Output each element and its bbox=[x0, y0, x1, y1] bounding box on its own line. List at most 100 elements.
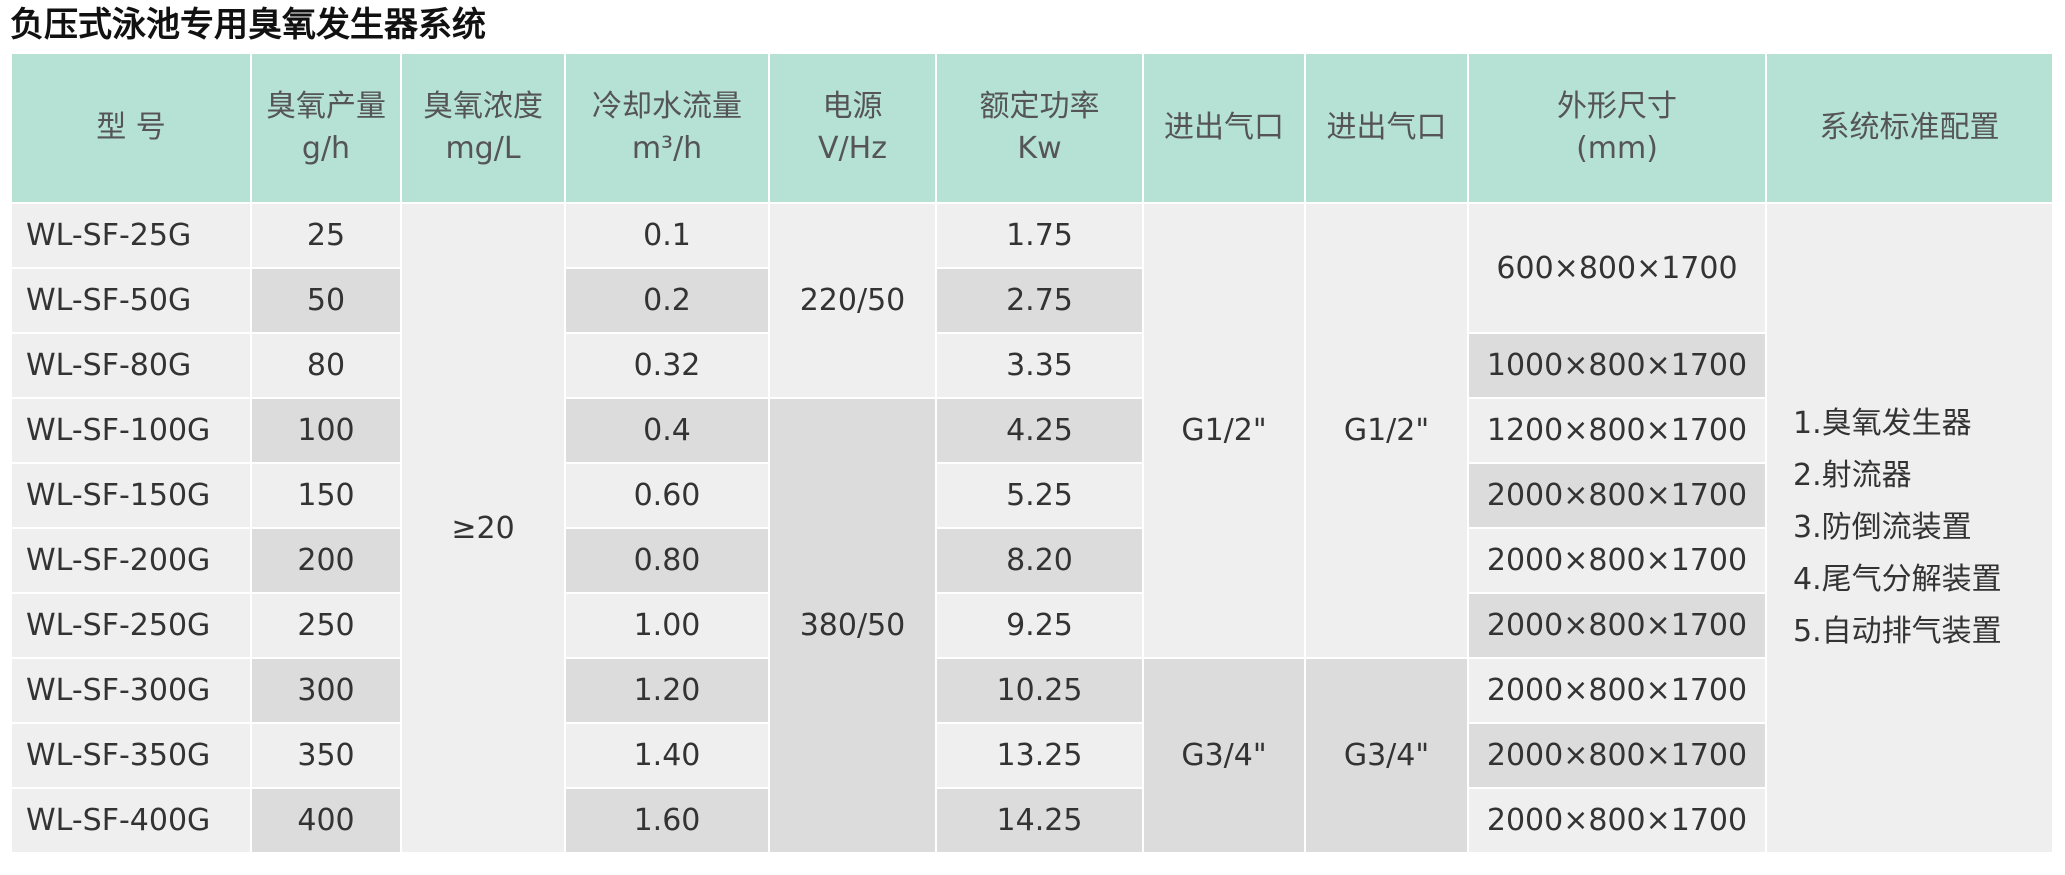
column-header: 系统标准配置 bbox=[1765, 52, 2054, 204]
concentration: ≥20 bbox=[400, 202, 566, 854]
dimensions: 1000×800×1700 bbox=[1467, 332, 1767, 399]
header-row: 型 号 臭氧产量 g/h 臭氧浓度 mg/L 冷却水流量 m³/h 电源 V/Hz 额定功率 Kw 进… bbox=[10, 52, 2054, 204]
dimensions: 2000×800×1700 bbox=[1467, 592, 1767, 659]
header-line: 臭氧产量 bbox=[266, 89, 386, 124]
output: 150 bbox=[250, 462, 402, 529]
table-row: WL-SF-25G 25 ≥20 0.1 220/50 1.75 G1/2" G1/2" 600… bbox=[10, 202, 2054, 854]
dimensions: 1200×800×1700 bbox=[1467, 397, 1767, 464]
column-header: 臭氧浓度 mg/L bbox=[400, 52, 566, 204]
model: WL-SF-400G bbox=[10, 787, 252, 854]
rated-power: 10.25 bbox=[935, 657, 1144, 724]
config-item: 2.射流器 bbox=[1793, 458, 1912, 493]
outlet: G3/4" bbox=[1304, 657, 1469, 854]
rated-power: 4.25 bbox=[935, 397, 1144, 464]
header-line: Kw bbox=[1017, 131, 1062, 166]
output: 100 bbox=[250, 397, 402, 464]
rated-power: 5.25 bbox=[935, 462, 1144, 529]
config-item: 4.尾气分解装置 bbox=[1793, 562, 2002, 597]
table-body: WL-SF-25G 25 ≥20 0.1 220/50 1.75 G1/2" G1/2" 600… bbox=[10, 202, 2054, 854]
table-row: WL-SF-400G 400 1.60 14.25 2000×800×1700 bbox=[10, 787, 2053, 854]
inlet: G1/2" bbox=[1142, 202, 1306, 659]
header-line: mg/L bbox=[445, 131, 521, 166]
water-flow: 1.00 bbox=[564, 592, 770, 659]
model: WL-SF-25G bbox=[10, 202, 252, 269]
water-flow: 0.2 bbox=[564, 267, 770, 334]
water-flow: 0.4 bbox=[564, 397, 770, 464]
output: 200 bbox=[250, 527, 402, 594]
header-line: 系统标准配置 bbox=[1819, 110, 2000, 145]
model: WL-SF-100G bbox=[10, 397, 252, 464]
header-line: 臭氧浓度 bbox=[423, 89, 543, 124]
rated-power: 8.20 bbox=[935, 527, 1144, 594]
model: WL-SF-250G bbox=[10, 592, 252, 659]
header-line: 冷却水流量 bbox=[592, 89, 742, 124]
inlet: G3/4" bbox=[1142, 657, 1306, 854]
column-header: 额定功率 Kw bbox=[935, 52, 1144, 204]
spec-table: 型 号 臭氧产量 g/h 臭氧浓度 mg/L 冷却水流量 m³/h 电源 V/Hz 额定功率 Kw 进… bbox=[10, 52, 2054, 854]
column-header: 臭氧产量 g/h bbox=[250, 52, 402, 204]
config-item: 3.防倒流装置 bbox=[1793, 510, 1972, 545]
table-row: WL-SF-250G 250 1.00 9.25 2000×800×1700 bbox=[10, 592, 2053, 659]
output: 350 bbox=[250, 722, 402, 789]
table-row: WL-SF-150G 150 0.60 5.25 2000×800×1700 bbox=[10, 462, 2053, 529]
dimensions: 600×800×1700 bbox=[1467, 202, 1767, 334]
header-line: 额定功率 bbox=[979, 89, 1100, 124]
output: 25 bbox=[250, 202, 402, 269]
dimensions: 2000×800×1700 bbox=[1467, 657, 1767, 724]
rated-power: 2.75 bbox=[935, 267, 1144, 334]
column-header: 电源 V/Hz bbox=[768, 52, 937, 204]
header-line: (mm) bbox=[1576, 131, 1658, 166]
rated-power: 13.25 bbox=[935, 722, 1144, 789]
header-line: 进出气口 bbox=[1164, 110, 1284, 145]
water-flow: 1.20 bbox=[564, 657, 770, 724]
dimensions: 2000×800×1700 bbox=[1467, 722, 1767, 789]
column-header: 进出气口 bbox=[1142, 52, 1306, 204]
table-row: WL-SF-350G 350 1.40 13.25 2000×800×1700 bbox=[10, 722, 2053, 789]
water-flow: 0.32 bbox=[564, 332, 770, 399]
header-line: V/Hz bbox=[818, 131, 887, 166]
table-row: WL-SF-300G 300 1.20 10.25 G3/4" G3/4" 2000×800… bbox=[10, 657, 2053, 854]
output: 250 bbox=[250, 592, 402, 659]
dimensions: 2000×800×1700 bbox=[1467, 527, 1767, 594]
water-flow: 0.60 bbox=[564, 462, 770, 529]
header-line: 电源 bbox=[822, 89, 883, 124]
header-line: g/h bbox=[301, 131, 351, 166]
model: WL-SF-350G bbox=[10, 722, 252, 789]
header-line: 外形尺寸 bbox=[1557, 89, 1677, 124]
config: 1.臭氧发生器 2.射流器 3.防倒流装置 4.尾气分解装置 5.自动排气装置 bbox=[1765, 202, 2054, 854]
power: 380/50 bbox=[768, 397, 937, 854]
column-header: 进出气口 bbox=[1304, 52, 1469, 204]
output: 50 bbox=[250, 267, 402, 334]
water-flow: 0.1 bbox=[564, 202, 770, 269]
output: 80 bbox=[250, 332, 402, 399]
output: 300 bbox=[250, 657, 402, 724]
rated-power: 3.35 bbox=[935, 332, 1144, 399]
water-flow: 1.60 bbox=[564, 787, 770, 854]
column-header: 型 号 bbox=[10, 52, 252, 204]
dimensions: 2000×800×1700 bbox=[1467, 787, 1767, 854]
outlet: G1/2" bbox=[1304, 202, 1469, 659]
model: WL-SF-300G bbox=[10, 657, 252, 724]
rated-power: 14.25 bbox=[935, 787, 1144, 854]
model: WL-SF-150G bbox=[10, 462, 252, 529]
header-line: 进出气口 bbox=[1326, 110, 1447, 145]
config-item: 1.臭氧发生器 bbox=[1793, 406, 1972, 441]
table-row: WL-SF-50G 50 0.2 2.75 bbox=[10, 267, 2053, 334]
title: 负压式泳池专用臭氧发生器系统 bbox=[10, 5, 486, 45]
header-line: m³/h bbox=[631, 131, 703, 166]
dimensions: 2000×800×1700 bbox=[1467, 462, 1767, 529]
output: 400 bbox=[250, 787, 402, 854]
model: WL-SF-200G bbox=[10, 527, 252, 594]
table-row: WL-SF-200G 200 0.80 8.20 2000×800×1700 bbox=[10, 527, 2053, 594]
water-flow: 1.40 bbox=[564, 722, 770, 789]
column-header: 外形尺寸 (mm) bbox=[1467, 52, 1767, 204]
model: WL-SF-50G bbox=[10, 267, 252, 334]
power: 220/50 bbox=[768, 202, 937, 399]
column-header: 冷却水流量 m³/h bbox=[564, 52, 770, 204]
model: WL-SF-80G bbox=[10, 332, 252, 399]
config-item: 5.自动排气装置 bbox=[1793, 614, 2002, 649]
rated-power: 9.25 bbox=[935, 592, 1144, 659]
rated-power: 1.75 bbox=[935, 202, 1144, 269]
table-row: WL-SF-100G 100 0.4 380/50 4.25 1200×800×1700 bbox=[10, 397, 2053, 854]
